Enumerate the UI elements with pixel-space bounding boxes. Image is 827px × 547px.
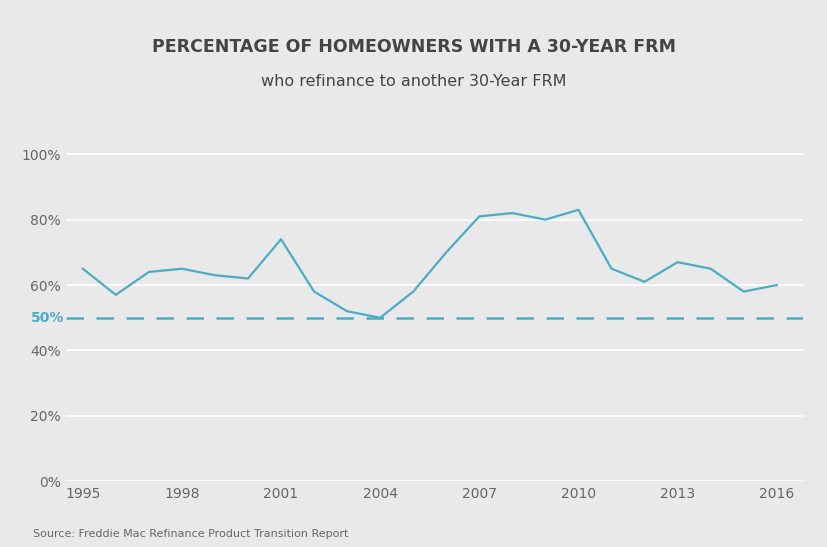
- Text: PERCENTAGE OF HOMEOWNERS WITH A 30-YEAR FRM: PERCENTAGE OF HOMEOWNERS WITH A 30-YEAR …: [152, 38, 675, 56]
- Text: who refinance to another 30-Year FRM: who refinance to another 30-Year FRM: [261, 74, 566, 89]
- Text: 50%: 50%: [31, 311, 65, 325]
- Text: Source: Freddie Mac Refinance Product Transition Report: Source: Freddie Mac Refinance Product Tr…: [33, 529, 348, 539]
